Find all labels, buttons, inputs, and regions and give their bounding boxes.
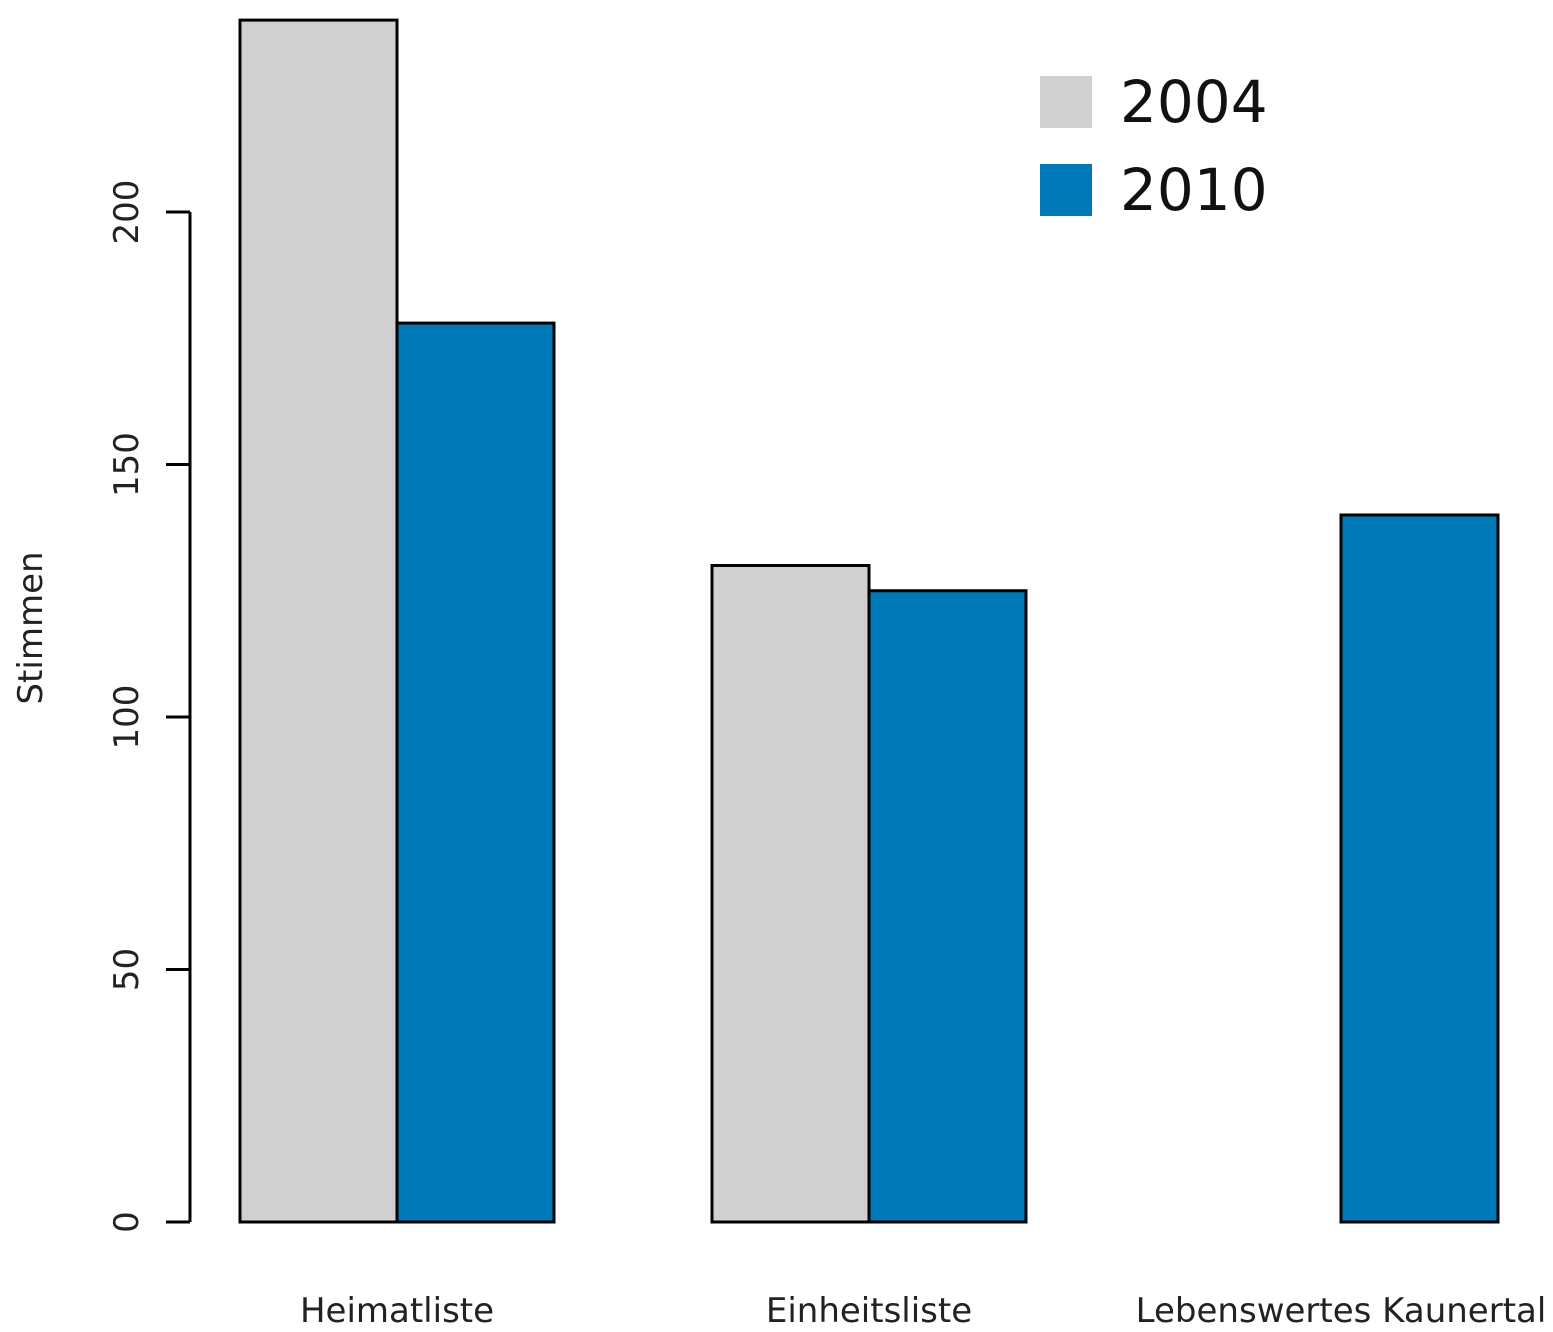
category-label: Heimatliste — [300, 1291, 494, 1331]
bar-2004-einheitsliste — [710, 564, 871, 1224]
y-tick-label: 150 — [107, 432, 147, 497]
bar-2010-einheitsliste — [867, 589, 1028, 1224]
legend: 2004 2010 — [1040, 68, 1268, 224]
bar-2010-heimatliste — [395, 321, 556, 1224]
category-label: Lebenswertes Kaunertal — [1136, 1291, 1547, 1331]
legend-swatch-2004 — [1040, 76, 1092, 128]
category-label: Einheitsliste — [766, 1291, 972, 1331]
legend-label-2010: 2010 — [1120, 156, 1268, 224]
y-tick-label: 50 — [107, 948, 147, 991]
y-tick-label: 100 — [107, 685, 147, 750]
bar-2010-lebenswertes-kaunertal — [1339, 513, 1500, 1224]
bars — [238, 18, 1500, 1224]
category-labels: Heimatliste Einheitsliste Lebenswertes Kau… — [300, 1291, 1546, 1331]
y-tick-label: 0 — [107, 1211, 147, 1233]
legend-label-2004: 2004 — [1120, 68, 1268, 136]
y-axis-label: Stimmen — [11, 551, 51, 704]
y-tick-label: 200 — [107, 180, 147, 245]
bar-2004-heimatliste — [238, 18, 399, 1224]
y-axis: 0 50 100 150 200 — [107, 180, 192, 1233]
legend-swatch-2010 — [1040, 164, 1092, 216]
